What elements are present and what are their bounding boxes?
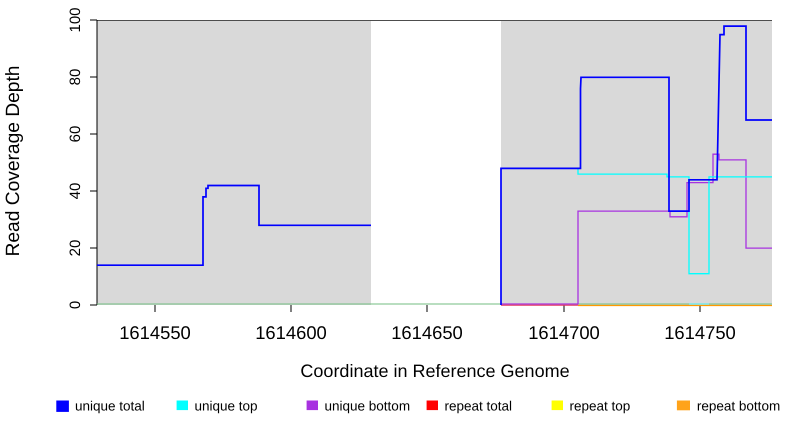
svg-text:20: 20 bbox=[67, 240, 84, 257]
svg-text:1614750: 1614750 bbox=[664, 322, 736, 343]
svg-text:80: 80 bbox=[67, 69, 84, 86]
svg-text:unique bottom: unique bottom bbox=[325, 398, 411, 413]
svg-text:100: 100 bbox=[67, 7, 84, 32]
svg-text:40: 40 bbox=[67, 183, 84, 200]
svg-text:1614550: 1614550 bbox=[119, 322, 191, 343]
svg-text:Read Coverage Depth: Read Coverage Depth bbox=[3, 66, 24, 257]
svg-text:60: 60 bbox=[67, 126, 84, 143]
svg-text:Coordinate in Reference Genome: Coordinate in Reference Genome bbox=[300, 361, 569, 381]
svg-text:1614700: 1614700 bbox=[528, 322, 600, 343]
svg-text:0: 0 bbox=[67, 301, 84, 309]
svg-text:repeat top: repeat top bbox=[570, 398, 631, 413]
svg-text:1614600: 1614600 bbox=[255, 322, 327, 343]
svg-text:repeat total: repeat total bbox=[445, 398, 513, 413]
svg-text:1614650: 1614650 bbox=[391, 322, 463, 343]
svg-text:unique total: unique total bbox=[75, 398, 145, 413]
svg-text:unique top: unique top bbox=[195, 398, 258, 413]
svg-text:repeat bottom: repeat bottom bbox=[697, 398, 780, 413]
